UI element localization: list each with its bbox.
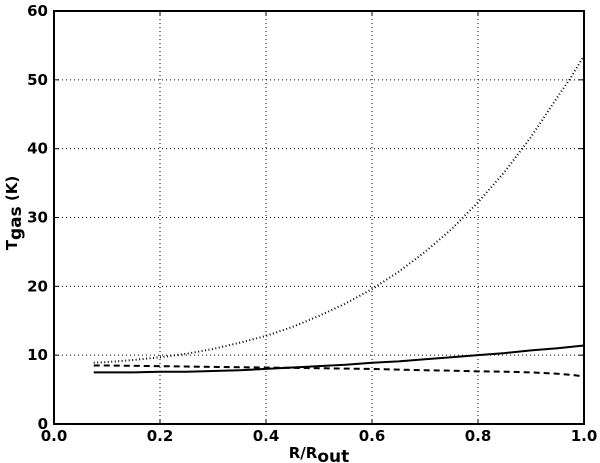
x-tick-label: 1.0 bbox=[571, 427, 598, 445]
x-tick-label: 0.4 bbox=[253, 427, 280, 445]
y-axis-label-suffix: (K) bbox=[3, 176, 21, 207]
y-tick-label: 60 bbox=[27, 2, 48, 20]
series-line-dotted bbox=[93, 55, 585, 364]
series-lines bbox=[93, 55, 585, 378]
axis-ticks: 0.0 0.2 0.4 0.6 0.8 1.0 0 10 20 30 40 50 60 bbox=[27, 2, 597, 445]
series-line-dashed bbox=[93, 364, 585, 378]
y-axis-label: Tgas (K) bbox=[3, 176, 26, 251]
y-tick-label: 50 bbox=[27, 71, 48, 89]
y-axis-label-sub: gas bbox=[6, 206, 26, 240]
x-axis-label: R/Rout bbox=[289, 444, 350, 463]
x-tick-label: 0.6 bbox=[359, 427, 386, 445]
y-tick-label: 20 bbox=[27, 277, 48, 295]
y-axis-label-main: T bbox=[3, 239, 21, 250]
series-line-solid bbox=[93, 344, 585, 374]
x-axis-label-main: R/R bbox=[289, 444, 318, 462]
x-axis-label-sub: out bbox=[317, 447, 349, 463]
y-tick-label: 10 bbox=[27, 346, 48, 364]
x-tick-label: 0.8 bbox=[465, 427, 492, 445]
y-tick-label: 0 bbox=[38, 415, 48, 433]
y-tick-label: 30 bbox=[27, 209, 48, 227]
x-tick-label: 0.2 bbox=[147, 427, 174, 445]
y-tick-label: 40 bbox=[27, 140, 48, 158]
x-tick-label: 0.0 bbox=[41, 427, 68, 445]
